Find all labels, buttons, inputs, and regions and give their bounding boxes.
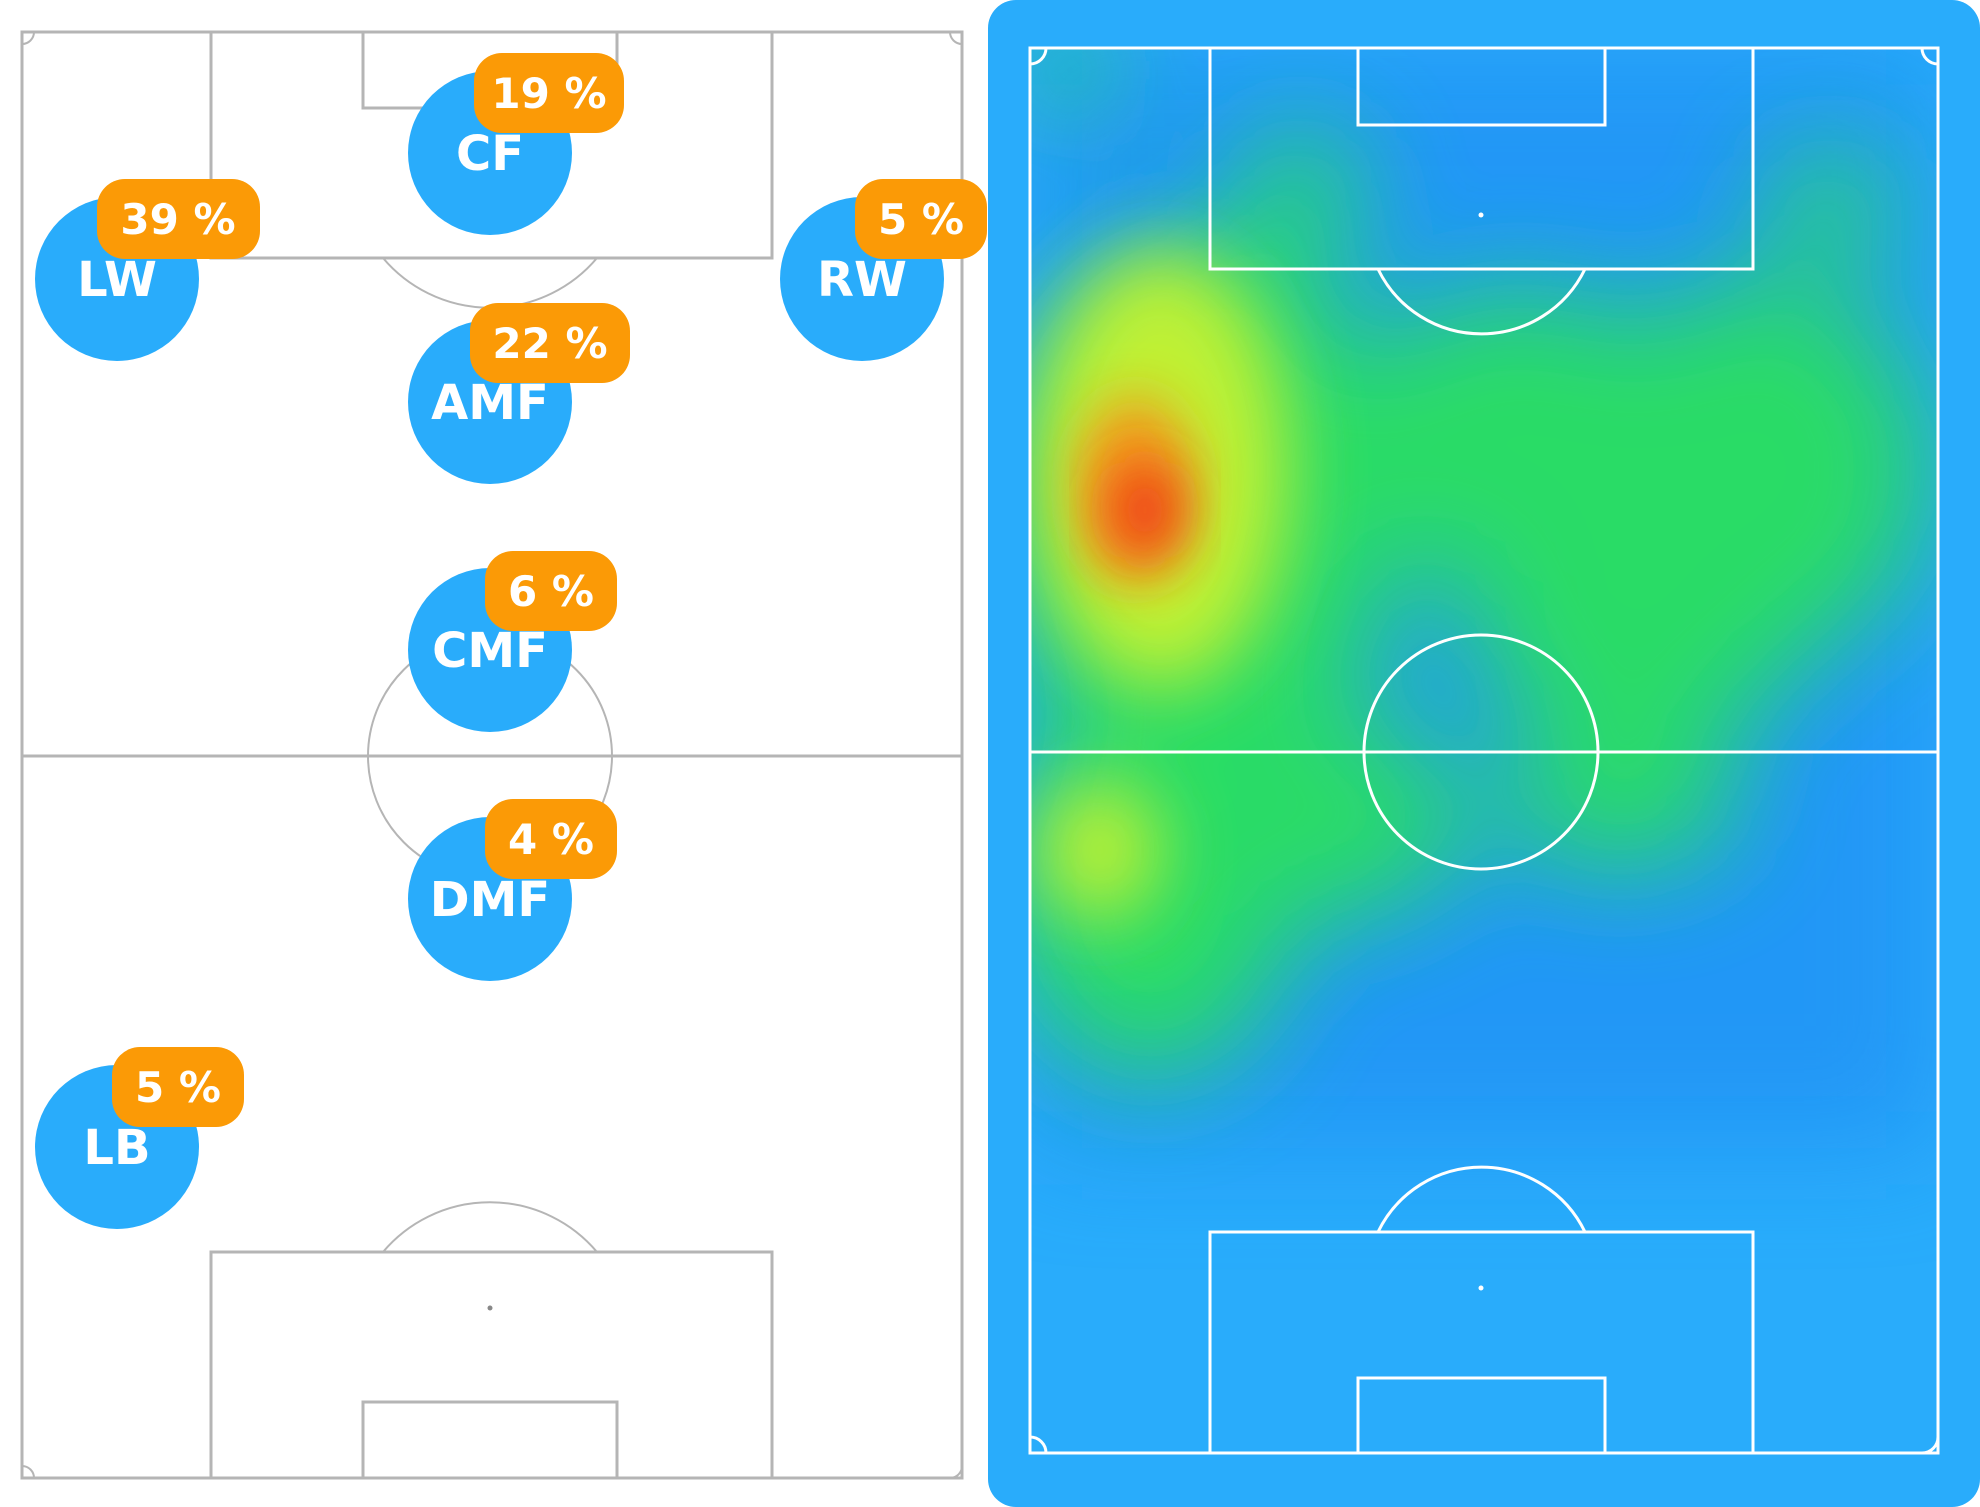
corner-arc-bottom-right — [1921, 1436, 1940, 1455]
corner-arc-bottom-left — [21, 1465, 35, 1479]
bottom-penalty-box — [1208, 1230, 1755, 1453]
position-label: DMF — [430, 872, 550, 928]
percent-label: 22 % — [492, 319, 607, 368]
percent-badge — [112, 1047, 244, 1127]
bottom-goal-box — [1356, 1376, 1607, 1453]
center-circle — [1362, 633, 1600, 871]
heatmap-panel — [988, 0, 1980, 1507]
position-label: LB — [83, 1120, 150, 1176]
position-marker-rw: RW 5 % — [780, 179, 987, 361]
top-goal-box — [1356, 48, 1607, 127]
bottom-penalty-spot — [487, 1305, 493, 1311]
position-marker-cf: CF 19 % — [408, 53, 624, 235]
corner-arc-top-left — [1029, 47, 1048, 66]
heatmap-pitch-markings — [1028, 46, 1940, 1455]
position-marker-lw: LW 39 % — [35, 179, 260, 361]
percent-label: 19 % — [491, 69, 606, 118]
bottom-penalty-box — [209, 1250, 774, 1478]
bottom-goal-box — [361, 1400, 619, 1478]
top-penalty-arc — [1376, 268, 1587, 336]
percent-badge — [474, 53, 624, 133]
position-label: CMF — [432, 623, 548, 679]
position-marker-cmf: CMF 6 % — [408, 551, 617, 732]
position-label: LW — [77, 252, 157, 308]
corner-arc-bottom-left — [1029, 1435, 1048, 1454]
top-penalty-box — [1208, 48, 1755, 271]
corner-arc-top-right — [949, 31, 963, 45]
position-label: RW — [817, 252, 907, 308]
percent-label: 5 % — [878, 195, 964, 244]
percent-label: 5 % — [135, 1063, 221, 1112]
position-marker-lb: LB 5 % — [35, 1047, 244, 1229]
bottom-penalty-spot — [1478, 1285, 1484, 1291]
position-marker-dmf: DMF 4 % — [408, 799, 617, 981]
corner-arc-top-left — [21, 31, 35, 45]
top-penalty-box — [209, 32, 774, 260]
percent-badge — [470, 303, 630, 383]
percent-badge — [97, 179, 260, 259]
position-pitch: CF 19 % LW 39 % RW 5 % AMF 22 % CMF 6 % … — [20, 30, 987, 1480]
position-label: CF — [456, 126, 524, 182]
bottom-penalty-arc — [1376, 1165, 1587, 1233]
bottom-penalty-arc — [382, 1201, 598, 1253]
corner-arc-bottom-right — [949, 1465, 963, 1479]
percent-label: 4 % — [508, 815, 594, 864]
percent-badge — [855, 179, 987, 259]
position-marker-amf: AMF 22 % — [408, 303, 630, 484]
percent-label: 39 % — [120, 195, 235, 244]
top-penalty-spot — [1478, 212, 1484, 218]
top-penalty-arc — [382, 257, 598, 309]
corner-arc-top-right — [1920, 47, 1939, 66]
heatmap-density — [1030, 48, 1938, 1148]
position-label: AMF — [431, 375, 549, 431]
percent-label: 6 % — [508, 567, 594, 616]
percent-badge — [485, 799, 617, 879]
percent-badge — [485, 551, 617, 631]
